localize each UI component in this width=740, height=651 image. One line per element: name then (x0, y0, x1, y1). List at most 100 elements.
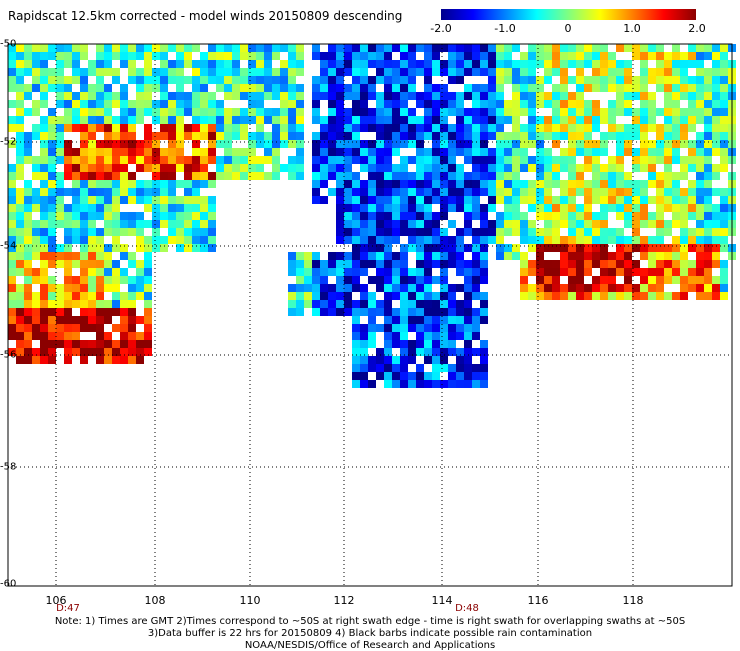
wind-cell (96, 92, 104, 100)
wind-cell (552, 116, 560, 124)
wind-cell (80, 252, 88, 260)
wind-cell (584, 252, 592, 260)
wind-cell (56, 148, 64, 156)
wind-cell (416, 364, 424, 372)
wind-cell (48, 324, 56, 332)
wind-cell (48, 220, 56, 228)
wind-cell (664, 276, 672, 284)
wind-cell (384, 372, 392, 380)
wind-cell (40, 348, 48, 356)
wind-cell (408, 356, 416, 364)
wind-cell (456, 180, 464, 188)
wind-cell (344, 300, 352, 308)
wind-cell (600, 276, 608, 284)
wind-cell (312, 140, 320, 148)
wind-cell (416, 340, 424, 348)
wind-cell (352, 212, 360, 220)
wind-cell (128, 180, 136, 188)
wind-cell (216, 60, 224, 68)
wind-cell (416, 260, 424, 268)
wind-cell (720, 220, 728, 228)
wind-cell (664, 84, 672, 92)
wind-cell (688, 180, 696, 188)
wind-cell (520, 292, 528, 300)
wind-cell (648, 68, 656, 76)
wind-cell (144, 188, 152, 196)
wind-cell (464, 212, 472, 220)
wind-cell (208, 76, 216, 84)
wind-cell (552, 140, 560, 148)
wind-cell (8, 244, 16, 252)
wind-cell (600, 108, 608, 116)
wind-cell (456, 324, 464, 332)
wind-cell (80, 228, 88, 236)
latitude-label: -54 (0, 240, 17, 252)
wind-cell (408, 124, 416, 132)
wind-cell (192, 92, 200, 100)
wind-cell (464, 276, 472, 284)
wind-cell (224, 156, 232, 164)
wind-cell (144, 308, 152, 316)
wind-cell (152, 68, 160, 76)
wind-cell (688, 236, 696, 244)
wind-cell (488, 60, 496, 68)
wind-cell (648, 140, 656, 148)
wind-cell (56, 212, 64, 220)
wind-cell (696, 268, 704, 276)
wind-cell (408, 220, 416, 228)
wind-cell (656, 156, 664, 164)
wind-cell (104, 84, 112, 92)
wind-cell (704, 284, 712, 292)
wind-cell (576, 148, 584, 156)
wind-cell (288, 308, 296, 316)
wind-cell (104, 212, 112, 220)
wind-cell (152, 236, 160, 244)
wind-cell (704, 260, 712, 268)
wind-cell (392, 316, 400, 324)
wind-cell (584, 268, 592, 276)
wind-cell (16, 76, 24, 84)
wind-cell (16, 268, 24, 276)
wind-cell (56, 76, 64, 84)
wind-cell (88, 348, 96, 356)
wind-cell (168, 212, 176, 220)
wind-cell (240, 108, 248, 116)
wind-cell (576, 164, 584, 172)
wind-cell (112, 236, 120, 244)
wind-cell (608, 132, 616, 140)
wind-cell (432, 180, 440, 188)
wind-cell (72, 316, 80, 324)
wind-cell (632, 188, 640, 196)
wind-cell (656, 76, 664, 84)
wind-cell (296, 92, 304, 100)
wind-cell (592, 116, 600, 124)
wind-cell (376, 148, 384, 156)
wind-cell (360, 292, 368, 300)
wind-cell (560, 156, 568, 164)
wind-cell (496, 132, 504, 140)
wind-cell (328, 132, 336, 140)
wind-cell (664, 156, 672, 164)
wind-cell (232, 92, 240, 100)
wind-cell (56, 324, 64, 332)
wind-cell (352, 316, 360, 324)
wind-cell (472, 156, 480, 164)
wind-cell (480, 268, 488, 276)
wind-cell (88, 124, 96, 132)
wind-cell (352, 196, 360, 204)
wind-cell (64, 316, 72, 324)
wind-cell (72, 236, 80, 244)
wind-cell (480, 60, 488, 68)
wind-cell (504, 164, 512, 172)
wind-cell (416, 188, 424, 196)
wind-cell (440, 276, 448, 284)
wind-cell (224, 124, 232, 132)
wind-cell (528, 284, 536, 292)
wind-cell (696, 116, 704, 124)
wind-cell (40, 228, 48, 236)
wind-cell (368, 188, 376, 196)
wind-cell (48, 332, 56, 340)
wind-cell (104, 52, 112, 60)
wind-cell (464, 204, 472, 212)
wind-cell (576, 276, 584, 284)
